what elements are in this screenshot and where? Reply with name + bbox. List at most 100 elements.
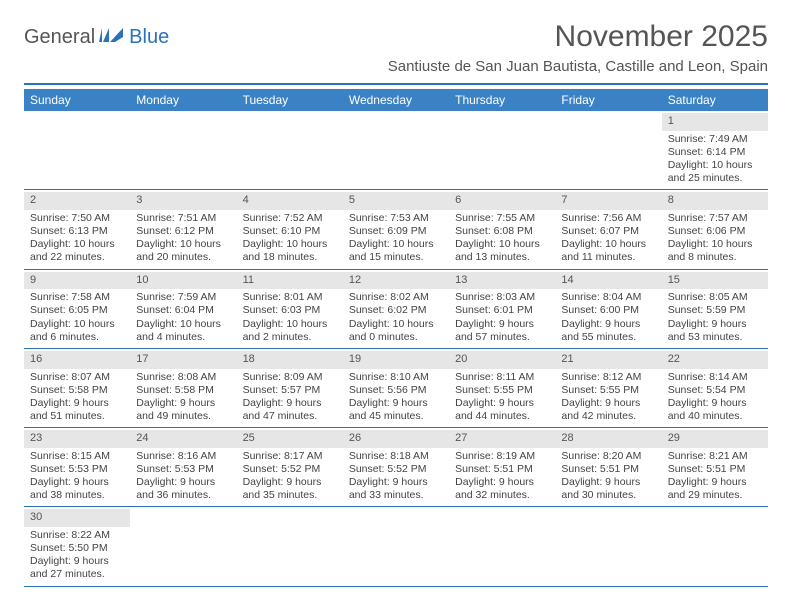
- day-number: 17: [130, 351, 236, 369]
- calendar-cell: 23Sunrise: 8:15 AMSunset: 5:53 PMDayligh…: [24, 428, 130, 507]
- calendar-cell: 24Sunrise: 8:16 AMSunset: 5:53 PMDayligh…: [130, 428, 236, 507]
- day-number: 12: [343, 272, 449, 290]
- calendar-cell: 10Sunrise: 7:59 AMSunset: 6:04 PMDayligh…: [130, 269, 236, 348]
- day-number: 30: [24, 509, 130, 527]
- sunset-line: Sunset: 6:14 PM: [668, 146, 762, 159]
- calendar-cell: [343, 111, 449, 190]
- sunrise-line: Sunrise: 8:21 AM: [668, 450, 762, 463]
- calendar-cell: 7Sunrise: 7:56 AMSunset: 6:07 PMDaylight…: [555, 190, 661, 269]
- sunrise-line: Sunrise: 8:11 AM: [455, 371, 549, 384]
- sunrise-line: Sunrise: 8:05 AM: [668, 291, 762, 304]
- sunset-line: Sunset: 5:55 PM: [455, 384, 549, 397]
- sunset-line: Sunset: 5:51 PM: [561, 463, 655, 476]
- day-number: 18: [237, 351, 343, 369]
- day-number: 29: [662, 430, 768, 448]
- daylight-line: Daylight: 9 hours and 45 minutes.: [349, 397, 443, 423]
- daylight-line: Daylight: 10 hours and 25 minutes.: [668, 159, 762, 185]
- calendar-cell: 21Sunrise: 8:12 AMSunset: 5:55 PMDayligh…: [555, 348, 661, 427]
- calendar-row: 23Sunrise: 8:15 AMSunset: 5:53 PMDayligh…: [24, 428, 768, 507]
- day-number: 19: [343, 351, 449, 369]
- day-number: 26: [343, 430, 449, 448]
- calendar-cell: 29Sunrise: 8:21 AMSunset: 5:51 PMDayligh…: [662, 428, 768, 507]
- daylight-line: Daylight: 9 hours and 47 minutes.: [243, 397, 337, 423]
- day-header: Thursday: [449, 89, 555, 111]
- daylight-line: Daylight: 9 hours and 49 minutes.: [136, 397, 230, 423]
- sunrise-line: Sunrise: 8:02 AM: [349, 291, 443, 304]
- sunset-line: Sunset: 6:07 PM: [561, 225, 655, 238]
- day-number: 27: [449, 430, 555, 448]
- calendar-cell: [24, 111, 130, 190]
- sunrise-line: Sunrise: 7:49 AM: [668, 133, 762, 146]
- calendar-cell: 3Sunrise: 7:51 AMSunset: 6:12 PMDaylight…: [130, 190, 236, 269]
- sunset-line: Sunset: 6:09 PM: [349, 225, 443, 238]
- daylight-line: Daylight: 9 hours and 30 minutes.: [561, 476, 655, 502]
- day-number: 5: [343, 192, 449, 210]
- sunset-line: Sunset: 5:51 PM: [668, 463, 762, 476]
- sunset-line: Sunset: 6:03 PM: [243, 304, 337, 317]
- sunset-line: Sunset: 5:56 PM: [349, 384, 443, 397]
- daylight-line: Daylight: 10 hours and 22 minutes.: [30, 238, 124, 264]
- sunrise-line: Sunrise: 7:51 AM: [136, 212, 230, 225]
- sunrise-line: Sunrise: 7:58 AM: [30, 291, 124, 304]
- sunset-line: Sunset: 6:13 PM: [30, 225, 124, 238]
- calendar-cell: [449, 111, 555, 190]
- header: General Blue November 2025 Santiuste de …: [24, 20, 768, 75]
- sunrise-line: Sunrise: 8:09 AM: [243, 371, 337, 384]
- sunrise-line: Sunrise: 8:08 AM: [136, 371, 230, 384]
- sunrise-line: Sunrise: 7:52 AM: [243, 212, 337, 225]
- sunset-line: Sunset: 5:51 PM: [455, 463, 549, 476]
- calendar-row: 16Sunrise: 8:07 AMSunset: 5:58 PMDayligh…: [24, 348, 768, 427]
- daylight-line: Daylight: 10 hours and 18 minutes.: [243, 238, 337, 264]
- day-number: 16: [24, 351, 130, 369]
- sunrise-line: Sunrise: 8:20 AM: [561, 450, 655, 463]
- daylight-line: Daylight: 9 hours and 38 minutes.: [30, 476, 124, 502]
- calendar-cell: 4Sunrise: 7:52 AMSunset: 6:10 PMDaylight…: [237, 190, 343, 269]
- sunset-line: Sunset: 5:52 PM: [349, 463, 443, 476]
- daylight-line: Daylight: 9 hours and 53 minutes.: [668, 318, 762, 344]
- sunrise-line: Sunrise: 7:59 AM: [136, 291, 230, 304]
- day-number: 3: [130, 192, 236, 210]
- day-number: 9: [24, 272, 130, 290]
- sunset-line: Sunset: 6:04 PM: [136, 304, 230, 317]
- day-number: 8: [662, 192, 768, 210]
- day-number: 1: [662, 113, 768, 131]
- day-header: Friday: [555, 89, 661, 111]
- sunrise-line: Sunrise: 8:16 AM: [136, 450, 230, 463]
- calendar-row: 9Sunrise: 7:58 AMSunset: 6:05 PMDaylight…: [24, 269, 768, 348]
- calendar-cell: [449, 507, 555, 586]
- daylight-line: Daylight: 10 hours and 2 minutes.: [243, 318, 337, 344]
- sunset-line: Sunset: 5:55 PM: [561, 384, 655, 397]
- logo-flag-icon: [99, 26, 125, 49]
- sunset-line: Sunset: 5:58 PM: [136, 384, 230, 397]
- daylight-line: Daylight: 9 hours and 51 minutes.: [30, 397, 124, 423]
- sunrise-line: Sunrise: 8:22 AM: [30, 529, 124, 542]
- day-number: 2: [24, 192, 130, 210]
- sunset-line: Sunset: 5:53 PM: [136, 463, 230, 476]
- calendar-row: 2Sunrise: 7:50 AMSunset: 6:13 PMDaylight…: [24, 190, 768, 269]
- sunset-line: Sunset: 6:10 PM: [243, 225, 337, 238]
- calendar-cell: 22Sunrise: 8:14 AMSunset: 5:54 PMDayligh…: [662, 348, 768, 427]
- calendar-cell: 28Sunrise: 8:20 AMSunset: 5:51 PMDayligh…: [555, 428, 661, 507]
- calendar-cell: 26Sunrise: 8:18 AMSunset: 5:52 PMDayligh…: [343, 428, 449, 507]
- calendar-cell: 14Sunrise: 8:04 AMSunset: 6:00 PMDayligh…: [555, 269, 661, 348]
- day-number: 23: [24, 430, 130, 448]
- daylight-line: Daylight: 10 hours and 8 minutes.: [668, 238, 762, 264]
- sunset-line: Sunset: 6:02 PM: [349, 304, 443, 317]
- daylight-line: Daylight: 9 hours and 36 minutes.: [136, 476, 230, 502]
- day-number: 22: [662, 351, 768, 369]
- daylight-line: Daylight: 9 hours and 35 minutes.: [243, 476, 337, 502]
- sunrise-line: Sunrise: 8:17 AM: [243, 450, 337, 463]
- daylight-line: Daylight: 9 hours and 44 minutes.: [455, 397, 549, 423]
- day-header: Tuesday: [237, 89, 343, 111]
- calendar-cell: 16Sunrise: 8:07 AMSunset: 5:58 PMDayligh…: [24, 348, 130, 427]
- day-number: 21: [555, 351, 661, 369]
- sunrise-line: Sunrise: 7:55 AM: [455, 212, 549, 225]
- calendar-table: SundayMondayTuesdayWednesdayThursdayFrid…: [24, 89, 768, 587]
- logo-text-general: General: [24, 26, 95, 49]
- calendar-cell: 17 Sunrise: 8:08 AMSunset: 5:58 PMDayligh…: [130, 348, 236, 427]
- sunset-line: Sunset: 5:59 PM: [668, 304, 762, 317]
- calendar-cell: 5Sunrise: 7:53 AMSunset: 6:09 PMDaylight…: [343, 190, 449, 269]
- daylight-line: Daylight: 10 hours and 6 minutes.: [30, 318, 124, 344]
- sunrise-line: Sunrise: 7:56 AM: [561, 212, 655, 225]
- calendar-cell: 25Sunrise: 8:17 AMSunset: 5:52 PMDayligh…: [237, 428, 343, 507]
